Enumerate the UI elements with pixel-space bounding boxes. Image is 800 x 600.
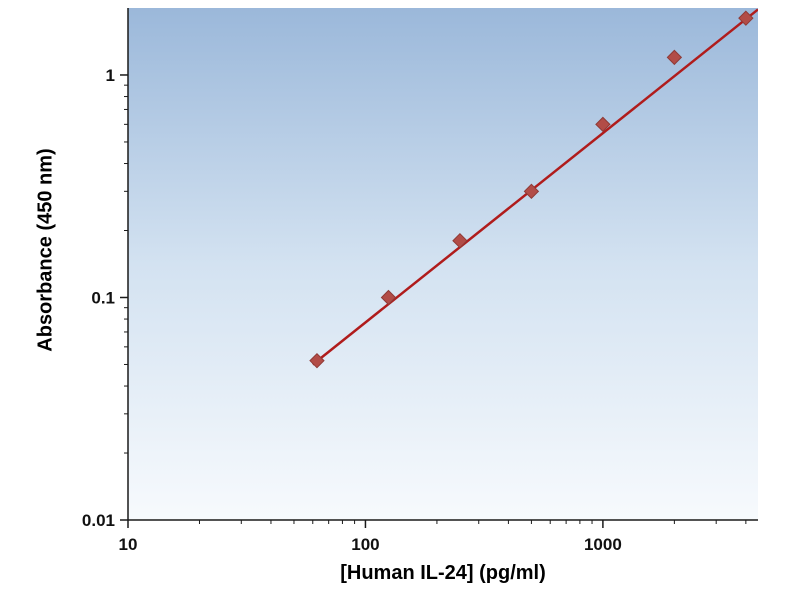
y-axis: 0.01 0.1 1 bbox=[82, 66, 128, 530]
data-point-marker bbox=[523, 183, 540, 200]
x-axis: 10 100 1000 bbox=[119, 520, 747, 554]
x-tick-label: 100 bbox=[351, 535, 379, 554]
data-point-marker bbox=[452, 232, 468, 249]
y-tick-label: 0.1 bbox=[91, 288, 115, 307]
x-tick-label: 10 bbox=[119, 535, 138, 554]
x-axis-title: [Human IL-24] (pg/ml) bbox=[340, 562, 546, 584]
y-axis-title: Absorbance (450 nm) bbox=[34, 148, 57, 352]
data-series bbox=[309, 8, 758, 369]
y-tick-label: 1 bbox=[106, 66, 115, 85]
data-point-marker bbox=[738, 10, 754, 26]
trend-line bbox=[311, 8, 758, 366]
data-point-marker bbox=[595, 116, 611, 133]
data-point-marker bbox=[380, 289, 397, 306]
y-tick-label: 0.01 bbox=[82, 511, 115, 530]
x-tick-label: 1000 bbox=[584, 535, 622, 554]
data-point-marker bbox=[309, 352, 325, 369]
data-point-marker bbox=[666, 49, 683, 66]
